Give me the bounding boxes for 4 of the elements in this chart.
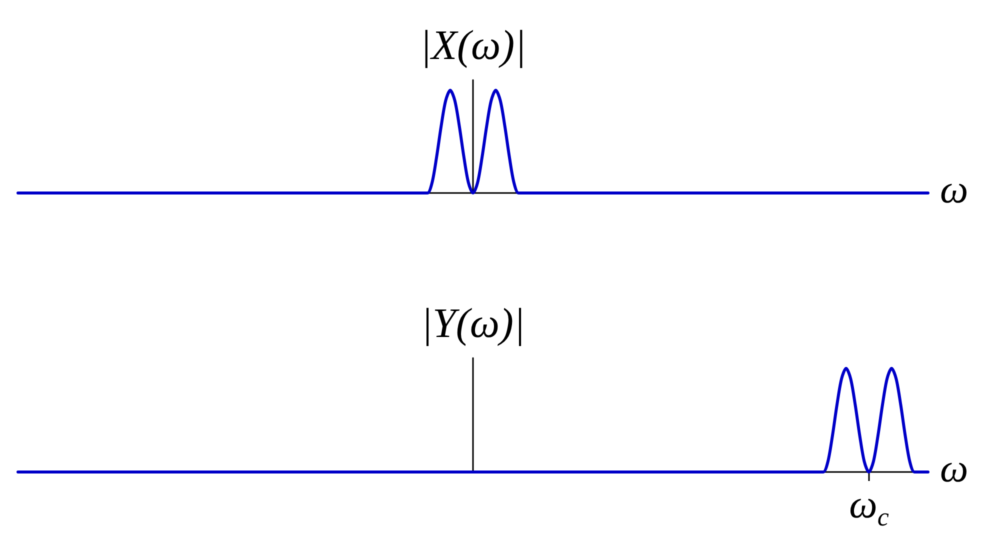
x-axis-title: ω [940,446,968,490]
x-axis-title: ω [940,166,968,212]
y-axis-title: |Y(ω)| [420,301,526,347]
y-axis-title: |X(ω)| [420,23,526,69]
